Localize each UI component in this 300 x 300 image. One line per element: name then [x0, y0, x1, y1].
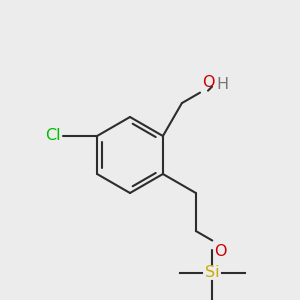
Text: O: O — [214, 244, 227, 259]
Text: Si: Si — [205, 265, 220, 280]
Text: H: H — [216, 77, 228, 92]
Text: Cl: Cl — [45, 128, 61, 143]
Text: O: O — [202, 75, 214, 90]
